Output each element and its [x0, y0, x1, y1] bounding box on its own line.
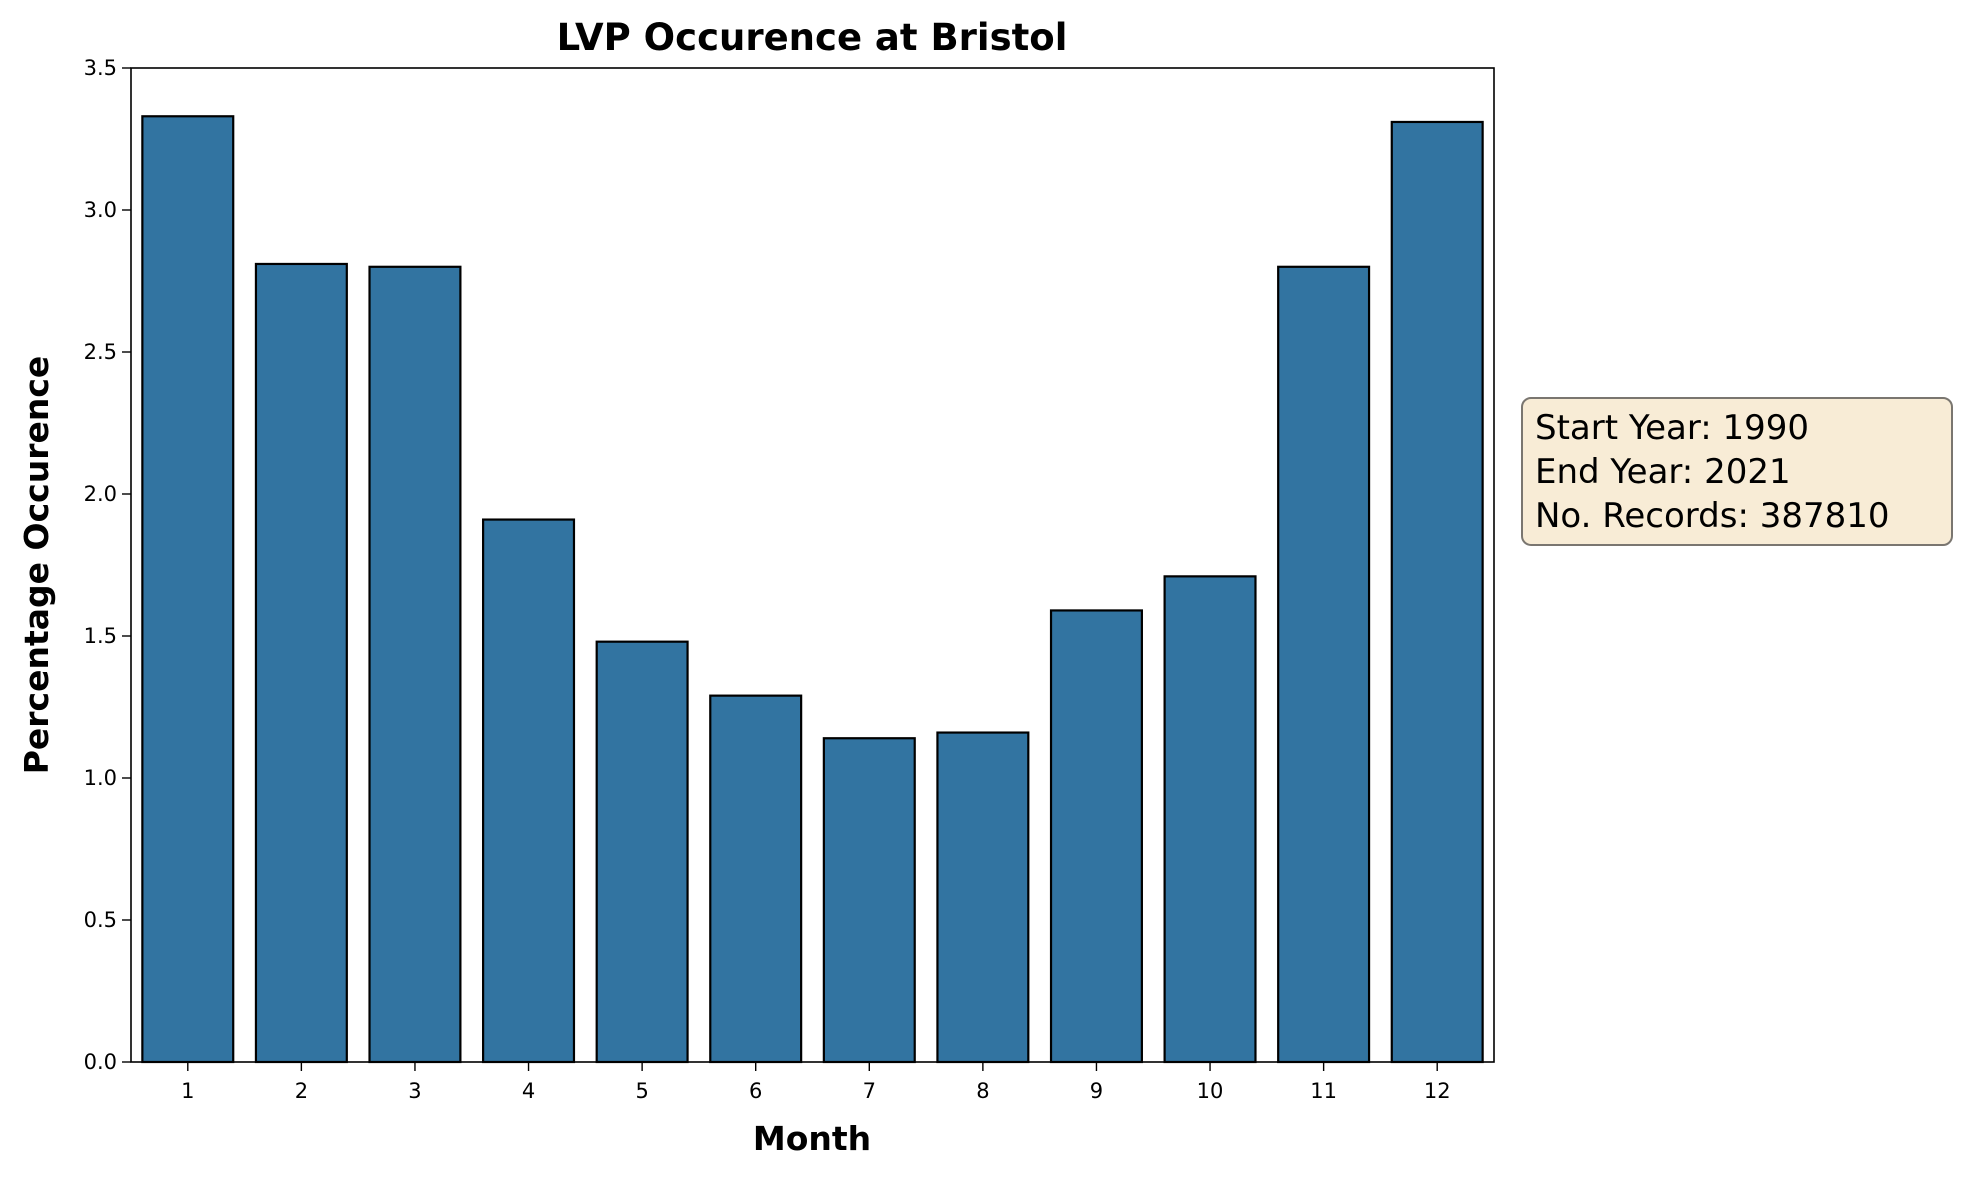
bar-month-2: [254, 262, 348, 1064]
info-record-count: No. Records: 387810: [1535, 496, 1890, 536]
x-tick-label: 6: [749, 1079, 762, 1103]
y-tick-label: 3.5: [84, 56, 117, 80]
chart-title: LVP Occurence at Bristol: [557, 16, 1068, 59]
bar-month-4: [482, 518, 576, 1064]
x-tick-label: 3: [408, 1079, 421, 1103]
y-tick-label: 2.5: [84, 340, 117, 364]
bars-group: [141, 115, 1484, 1064]
bar-month-6: [709, 694, 803, 1064]
x-tick-label: 7: [863, 1079, 876, 1103]
axes-frame: [130, 67, 1495, 1063]
info-start-year: Start Year: 1990: [1535, 408, 1809, 448]
bar-month-3: [368, 265, 462, 1064]
x-tick-label: 10: [1197, 1079, 1224, 1103]
y-tick-label: 3.0: [84, 198, 117, 222]
info-end-year: End Year: 2021: [1535, 452, 1791, 492]
info-box: Start Year: 1990 End Year: 2021 No. Reco…: [1521, 397, 1953, 546]
y-tick-label: 1.0: [84, 766, 117, 790]
bar-month-1: [141, 115, 235, 1064]
bar-month-11: [1277, 265, 1371, 1064]
x-tick-label: 11: [1310, 1079, 1337, 1103]
y-tick-label: 2.0: [84, 482, 117, 506]
bar-month-8: [936, 731, 1030, 1064]
x-axis-label: Month: [753, 1119, 871, 1158]
x-tick-label: 12: [1424, 1079, 1451, 1103]
y-tick-label: 0.5: [84, 908, 117, 932]
x-tick-label: 8: [976, 1079, 989, 1103]
x-tick-label: 1: [181, 1079, 194, 1103]
x-tick-label: 9: [1090, 1079, 1103, 1103]
y-axis-ticks: 0.0 0.5 1.0 1.5 2.0 2.5 3.0 3.5: [84, 56, 131, 1074]
y-tick-label: 1.5: [84, 624, 117, 648]
x-axis-ticks: 1 2 3 4 5 6 7 8 9 10 11 12: [181, 1062, 1451, 1103]
y-axis-label: Percentage Occurence: [17, 356, 56, 775]
bar-month-5: [595, 640, 689, 1064]
bar-month-12: [1390, 120, 1484, 1064]
bar-month-9: [1049, 609, 1143, 1064]
x-tick-label: 5: [635, 1079, 648, 1103]
bar-month-10: [1163, 575, 1257, 1064]
x-tick-label: 4: [522, 1079, 535, 1103]
info-box-background: [1521, 397, 1953, 546]
y-tick-label: 0.0: [84, 1050, 117, 1074]
bar-month-7: [822, 737, 916, 1064]
x-tick-label: 2: [295, 1079, 308, 1103]
